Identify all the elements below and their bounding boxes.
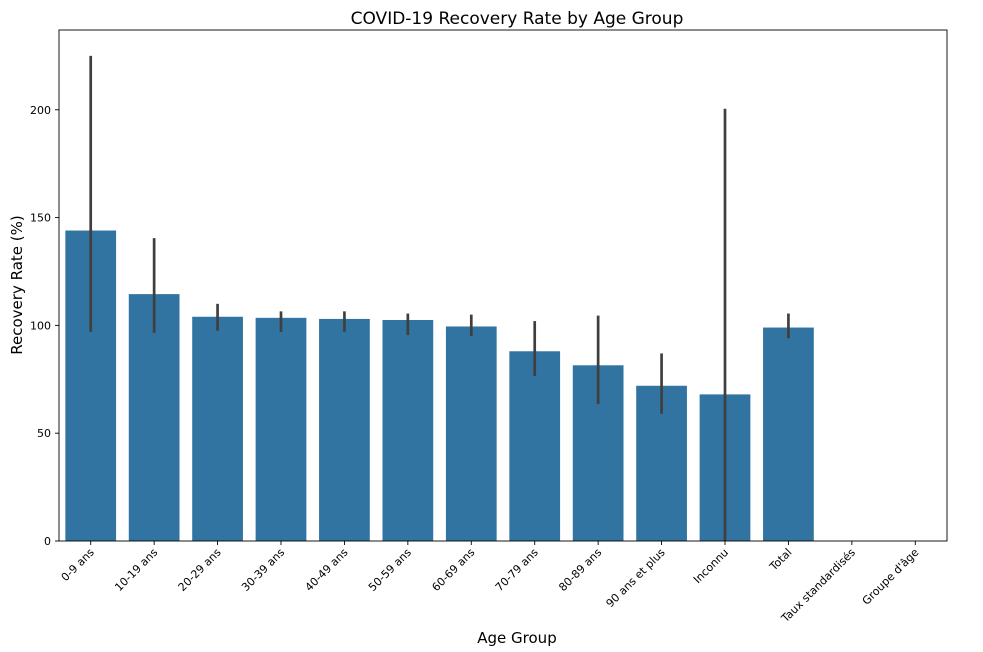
x-tick-label: 30-39 ans bbox=[239, 546, 287, 594]
y-tick-label: 200 bbox=[30, 104, 51, 117]
chart-title: COVID-19 Recovery Rate by Age Group bbox=[351, 9, 684, 29]
bar bbox=[255, 317, 307, 541]
x-tick-label: 40-49 ans bbox=[303, 546, 351, 594]
bar bbox=[382, 319, 434, 541]
bar bbox=[445, 326, 497, 541]
bar bbox=[319, 318, 370, 541]
x-axis-label: Age Group bbox=[477, 629, 556, 647]
bar bbox=[128, 294, 180, 541]
bar bbox=[509, 351, 561, 541]
x-tick-label: 90 ans et plus bbox=[604, 546, 668, 610]
x-tick-label: 0-9 ans bbox=[59, 546, 97, 584]
y-tick-label: 0 bbox=[44, 535, 51, 548]
x-tick-label: Inconnu bbox=[691, 546, 731, 586]
axes-frame bbox=[58, 29, 948, 542]
x-tick-label: 60-69 ans bbox=[429, 546, 477, 594]
y-tick-label: 50 bbox=[37, 427, 51, 440]
x-tick-label: Groupe d'âge bbox=[860, 546, 922, 608]
y-axis-label: Recovery Rate (%) bbox=[8, 215, 26, 354]
y-tick-label: 150 bbox=[30, 212, 51, 225]
bar bbox=[192, 316, 243, 541]
x-tick-label: 80-89 ans bbox=[556, 546, 604, 594]
plot-area: 0 50 100 150 200 0-9 ans 10-19 ans 20-29 ans 30-… bbox=[30, 29, 948, 626]
bar bbox=[763, 327, 814, 541]
x-tick-label: Total bbox=[766, 546, 794, 574]
x-tick-label: 10-19 ans bbox=[112, 546, 160, 594]
y-tick-label: 100 bbox=[30, 319, 51, 332]
x-tick-label: 20-29 ans bbox=[176, 546, 224, 594]
x-tick-label: 70-79 ans bbox=[493, 546, 541, 594]
x-tick-label: 50-59 ans bbox=[366, 546, 414, 594]
